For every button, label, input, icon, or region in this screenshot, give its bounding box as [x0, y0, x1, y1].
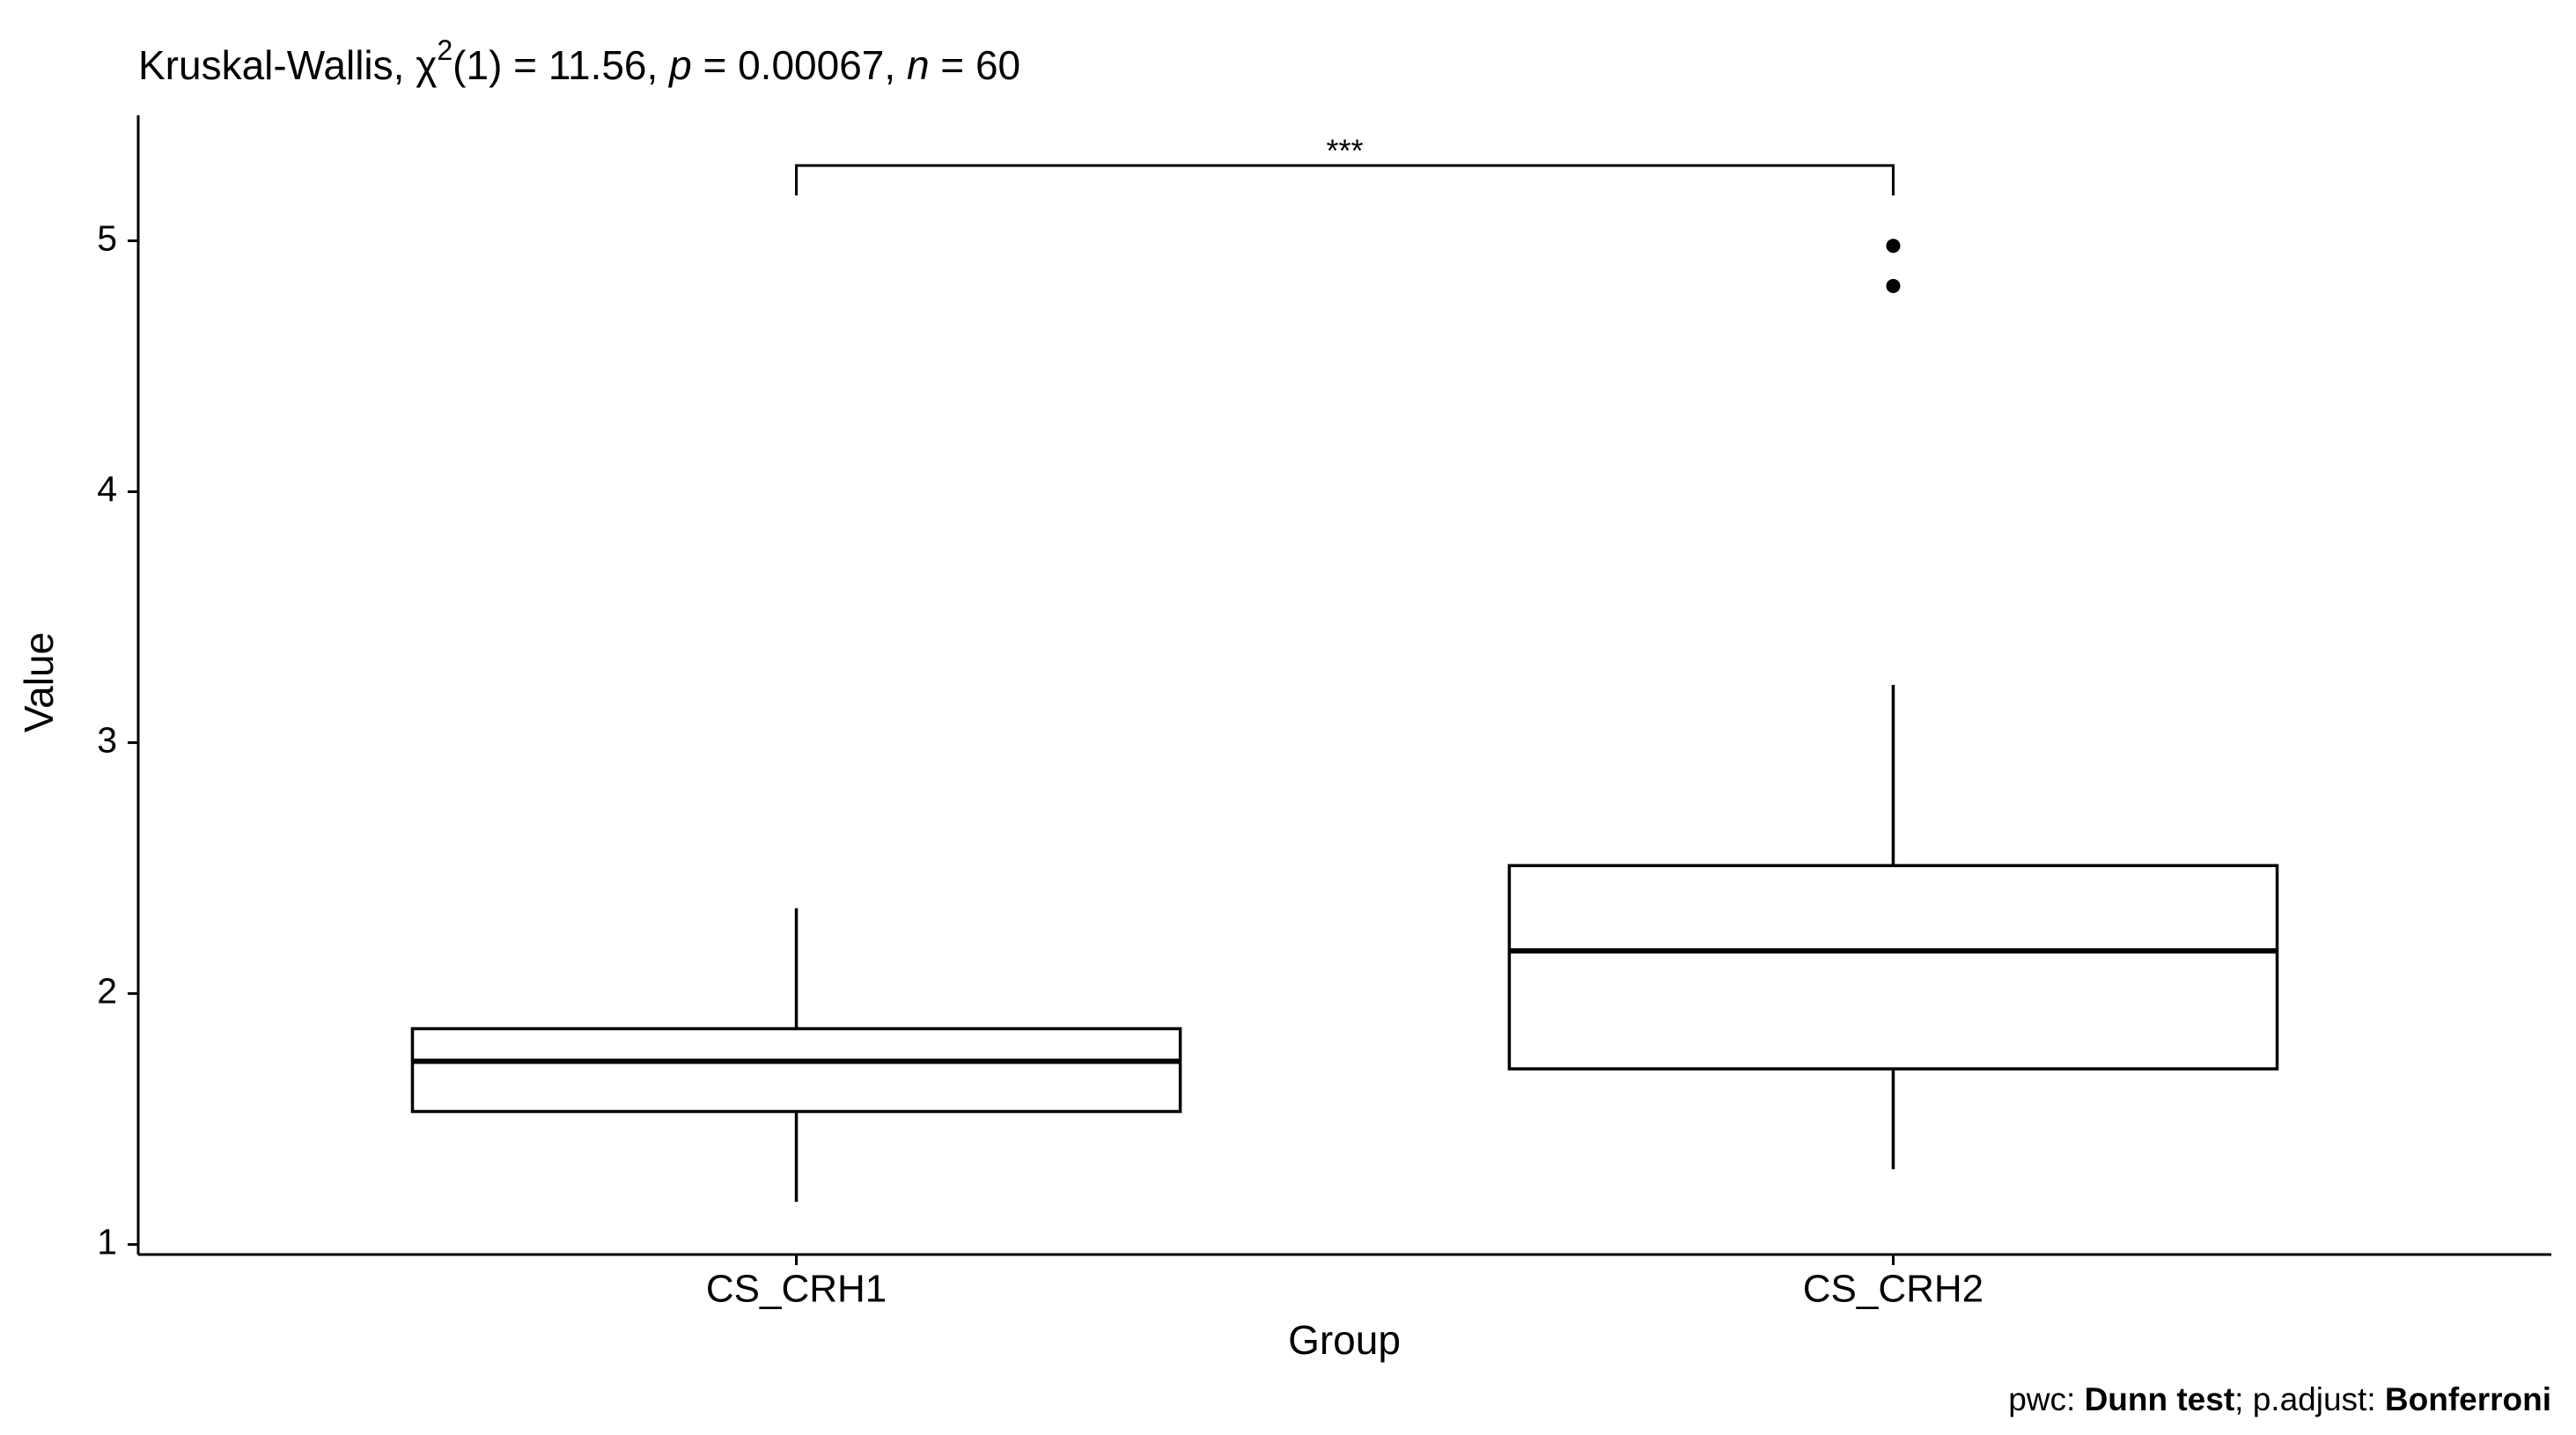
title-segment: p	[667, 42, 692, 88]
outlier	[1886, 278, 1901, 293]
title-segment: = 0.00067,	[692, 42, 907, 88]
box	[410, 1027, 1182, 1114]
caption-segment: Dunn test	[2085, 1381, 2235, 1417]
caption-segment: Bonferroni	[2385, 1381, 2551, 1417]
y-tick-label: 5	[97, 217, 117, 258]
title-segment: Kruskal-Wallis, χ	[138, 42, 437, 88]
y-axis-title: Value	[16, 632, 62, 732]
x-tick-label: CS_CRH1	[706, 1268, 887, 1311]
title-segment: (1) = 11.56,	[453, 42, 669, 88]
outlier	[1886, 239, 1901, 254]
x-tick-label: CS_CRH2	[1803, 1268, 1984, 1311]
significance-label: ***	[1326, 133, 1363, 169]
caption-segment: ; p.adjust:	[2234, 1381, 2385, 1417]
box	[1507, 864, 2279, 1071]
caption: pwc: Dunn test; p.adjust: Bonferroni	[2008, 1381, 2551, 1417]
y-tick-label: 3	[97, 719, 117, 760]
x-axis-title: Group	[1288, 1317, 1401, 1363]
y-tick-label: 1	[97, 1221, 117, 1262]
title-segment: = 60	[930, 42, 1021, 88]
title-segment: 2	[437, 34, 453, 66]
y-tick-label: 4	[97, 468, 117, 509]
caption-segment: pwc:	[2008, 1381, 2084, 1417]
y-tick-label: 2	[97, 970, 117, 1011]
chart-title: Kruskal-Wallis, χ2(1) = 11.56, p = 0.000…	[138, 34, 1020, 88]
title-segment: n	[907, 42, 930, 88]
significance-bracket	[795, 164, 1895, 196]
